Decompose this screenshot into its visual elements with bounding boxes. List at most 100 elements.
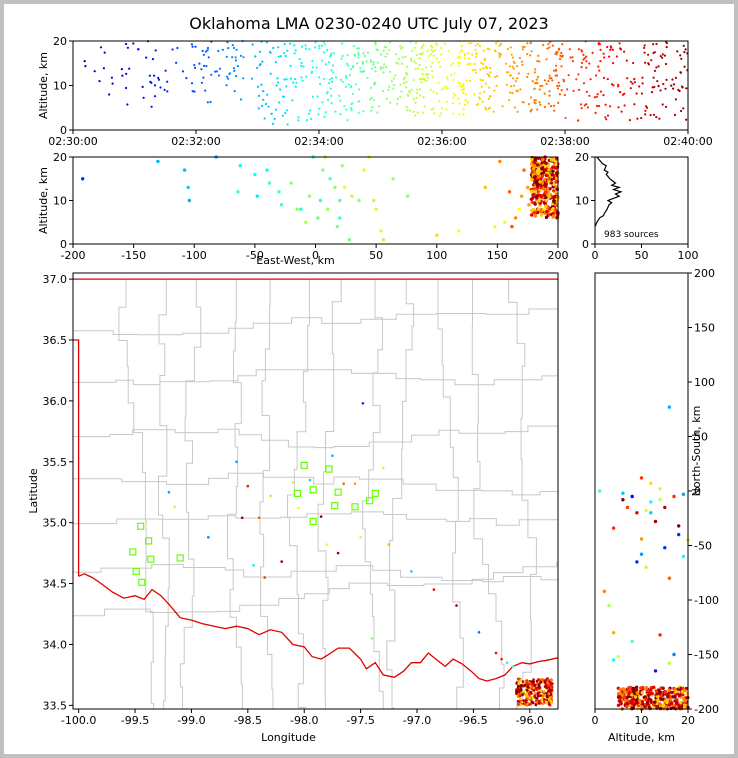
- source-point: [395, 61, 398, 64]
- source-point: [359, 67, 362, 70]
- source-point: [256, 85, 260, 88]
- source-point: [242, 56, 245, 59]
- source-point: [385, 65, 388, 69]
- source-point: [536, 190, 540, 194]
- source-point: [625, 702, 629, 706]
- source-point: [354, 54, 357, 57]
- source-point: [429, 53, 433, 56]
- source-point: [556, 84, 559, 87]
- source-point: [394, 74, 397, 77]
- source-point: [618, 687, 623, 691]
- source-point: [598, 69, 601, 72]
- source-point: [374, 70, 377, 73]
- source-point: [629, 80, 633, 83]
- source-point: [647, 63, 651, 66]
- source-point: [626, 77, 629, 80]
- source-point: [492, 110, 495, 113]
- source-point: [83, 60, 86, 63]
- source-point: [554, 156, 559, 161]
- source-point: [452, 102, 455, 105]
- source-point: [410, 59, 413, 63]
- source-point: [481, 62, 485, 66]
- source-point: [540, 698, 544, 702]
- source-point: [402, 78, 405, 81]
- source-point: [536, 694, 540, 698]
- source-point: [480, 61, 483, 64]
- y-axis-label: North-South, km: [690, 406, 703, 497]
- source-point: [433, 112, 436, 115]
- source-point: [619, 91, 622, 94]
- source-point: [198, 62, 201, 65]
- source-point: [655, 42, 658, 46]
- source-point: [534, 181, 538, 185]
- source-point: [450, 64, 453, 67]
- state-boundary-west: [73, 339, 80, 577]
- source-point: [330, 94, 333, 97]
- source-point: [301, 79, 304, 82]
- source-point: [682, 44, 685, 47]
- source-point: [125, 86, 128, 90]
- source-point: [535, 163, 540, 167]
- source-point: [546, 695, 549, 699]
- county-boundary: [118, 279, 155, 709]
- source-point: [209, 100, 212, 104]
- source-point: [300, 64, 303, 67]
- source-point: [542, 44, 545, 47]
- source-point: [529, 682, 533, 686]
- source-point: [488, 95, 491, 98]
- source-point: [547, 179, 551, 184]
- source-point: [435, 57, 438, 60]
- x-tick-label: 20: [681, 714, 695, 727]
- source-point: [524, 700, 528, 704]
- source-point: [150, 105, 153, 108]
- source-point: [611, 658, 616, 662]
- source-point: [517, 72, 520, 75]
- source-point: [297, 119, 300, 122]
- source-point: [615, 55, 619, 58]
- source-point: [558, 57, 562, 61]
- source-point: [533, 214, 538, 218]
- source-point: [518, 56, 522, 60]
- source-point: [677, 705, 681, 709]
- source-point: [125, 42, 128, 46]
- source-point: [193, 90, 196, 93]
- source-point: [509, 91, 512, 94]
- source-point: [653, 669, 658, 673]
- source-point: [432, 54, 435, 57]
- source-point: [630, 494, 634, 499]
- source-point: [529, 686, 532, 689]
- source-point: [164, 69, 167, 72]
- source-point: [289, 42, 292, 45]
- source-point: [234, 56, 237, 59]
- source-point: [640, 691, 644, 695]
- source-point: [236, 65, 239, 68]
- y-axis-label: Altitude, km: [37, 167, 50, 234]
- source-point: [663, 690, 668, 694]
- source-point: [182, 168, 187, 172]
- source-point: [669, 697, 673, 702]
- source-point: [556, 51, 559, 54]
- source-point: [397, 62, 400, 65]
- source-point: [620, 110, 623, 113]
- source-point: [639, 552, 644, 556]
- source-point: [382, 49, 385, 52]
- source-point: [533, 99, 536, 102]
- source-point: [482, 67, 485, 70]
- source-point: [543, 164, 548, 169]
- county-boundary: [362, 279, 384, 709]
- source-point: [345, 108, 348, 111]
- source-point: [468, 79, 472, 82]
- source-point: [200, 81, 203, 84]
- source-point: [652, 76, 655, 79]
- y-tick-label: 0: [582, 238, 589, 251]
- source-point: [452, 92, 455, 95]
- source-point: [294, 49, 297, 52]
- source-point: [544, 198, 548, 203]
- source-point: [356, 62, 359, 65]
- source-point: [318, 47, 321, 50]
- source-point: [530, 680, 534, 684]
- source-point: [533, 175, 537, 179]
- source-point: [585, 103, 588, 106]
- y-tick-label: 36.5: [43, 334, 68, 347]
- source-point: [641, 82, 644, 85]
